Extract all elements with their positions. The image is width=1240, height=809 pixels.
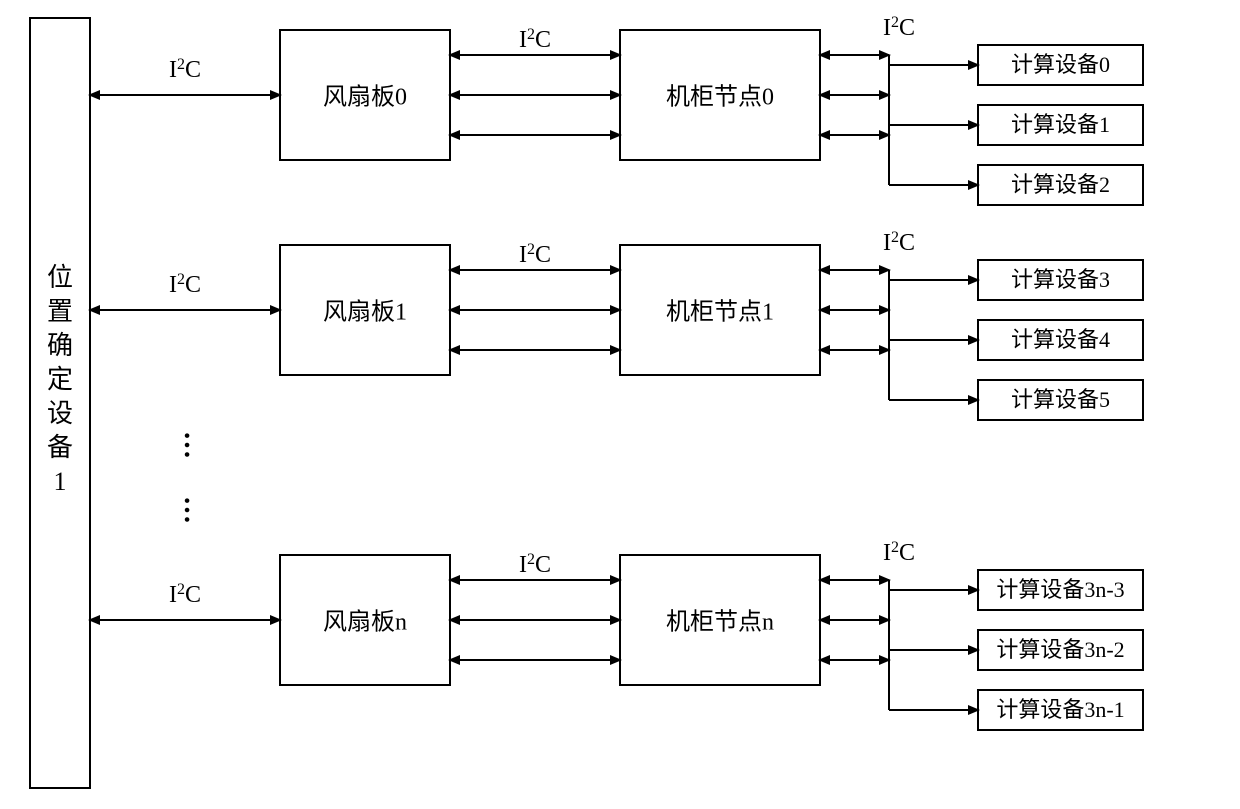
left-box-char-0: 位 [47,263,73,292]
compute-device-label-0-1: 计算设备1 [1011,112,1110,137]
i2c-left-label-2: I2C [169,581,201,609]
i2c-right-label-2: I2C [883,539,915,567]
fan-board-label-1: 风扇板1 [323,299,407,326]
i2c-left-label-1: I2C [169,271,201,299]
cabinet-node-label-1: 机柜节点1 [666,299,774,326]
compute-device-label-2-1: 计算设备3n-2 [996,637,1124,662]
compute-device-label-2-0: 计算设备3n-3 [996,577,1124,602]
compute-device-label-0-2: 计算设备2 [1011,172,1110,197]
left-box-char-1: 置 [47,297,73,326]
compute-device-label-1-0: 计算设备3 [1011,267,1110,292]
i2c-left-label-0: I2C [169,56,201,84]
ellipsis-1: … [178,496,209,524]
cabinet-node-label-2: 机柜节点n [666,609,774,636]
i2c-right-label-1: I2C [883,229,915,257]
left-box-char-4: 设 [47,399,73,428]
compute-device-label-2-2: 计算设备3n-1 [996,697,1124,722]
left-box-char-3: 定 [47,365,73,394]
left-box-char-6: 1 [54,467,67,496]
fan-board-label-0: 风扇板0 [323,84,407,111]
compute-device-label-1-2: 计算设备5 [1011,387,1110,412]
i2c-mid-label-1: I2C [519,241,551,269]
cabinet-node-label-0: 机柜节点0 [666,84,774,111]
compute-device-label-0-0: 计算设备0 [1011,52,1110,77]
i2c-mid-label-2: I2C [519,551,551,579]
i2c-right-label-0: I2C [883,14,915,42]
fan-board-label-2: 风扇板n [323,609,407,636]
ellipsis-0: … [178,431,209,459]
i2c-mid-label-0: I2C [519,26,551,54]
left-box-char-5: 备 [47,433,73,462]
compute-device-label-1-1: 计算设备4 [1011,327,1110,352]
left-box-char-2: 确 [47,331,73,360]
